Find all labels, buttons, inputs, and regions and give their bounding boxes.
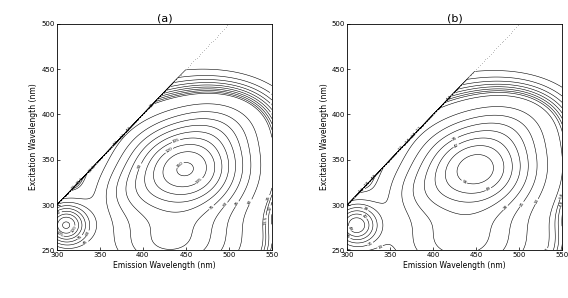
Text: 45: 45 <box>234 201 240 207</box>
Text: 12: 12 <box>71 184 77 190</box>
Text: 42: 42 <box>453 142 460 149</box>
Text: 49: 49 <box>346 226 353 232</box>
Text: 105: 105 <box>172 138 180 144</box>
Text: 2.8: 2.8 <box>364 180 371 188</box>
Text: 7: 7 <box>560 157 565 160</box>
Text: 60: 60 <box>222 201 229 208</box>
Text: 49: 49 <box>485 186 492 192</box>
Text: 6: 6 <box>269 102 274 107</box>
Text: 13.5: 13.5 <box>87 164 96 173</box>
Text: 35: 35 <box>344 234 351 240</box>
Text: 75: 75 <box>77 234 83 240</box>
Text: 1.5: 1.5 <box>119 132 126 139</box>
Text: 1.4: 1.4 <box>404 138 411 145</box>
Text: 28: 28 <box>362 206 369 212</box>
Text: 135: 135 <box>195 177 204 185</box>
Title: (a): (a) <box>157 13 172 23</box>
Text: 10.5: 10.5 <box>76 176 85 186</box>
Text: 56: 56 <box>461 179 467 185</box>
Text: 35: 35 <box>452 136 458 142</box>
Text: 15: 15 <box>266 195 272 201</box>
Text: 30: 30 <box>248 199 253 205</box>
Text: 45: 45 <box>83 240 89 246</box>
Text: 21: 21 <box>367 241 374 247</box>
Text: 60: 60 <box>85 230 91 237</box>
Text: 4.9: 4.9 <box>558 200 564 207</box>
Text: 10.5: 10.5 <box>269 225 274 234</box>
Text: 5.6: 5.6 <box>358 187 366 194</box>
Text: 75: 75 <box>208 204 215 211</box>
Y-axis label: Excitation Wavelength (nm): Excitation Wavelength (nm) <box>30 84 39 190</box>
Text: 2.1: 2.1 <box>416 125 423 133</box>
Text: 7.5: 7.5 <box>112 139 120 146</box>
Text: 90: 90 <box>56 210 62 216</box>
Text: 120: 120 <box>165 147 174 154</box>
Text: 0.7: 0.7 <box>410 131 417 138</box>
Text: 13.5: 13.5 <box>264 216 268 225</box>
Text: 120: 120 <box>70 225 77 234</box>
Title: (b): (b) <box>447 13 463 23</box>
Text: 4.2: 4.2 <box>560 226 565 233</box>
Text: 150: 150 <box>176 161 184 169</box>
Text: 42: 42 <box>361 213 367 220</box>
Text: 15: 15 <box>148 102 155 109</box>
Text: 105: 105 <box>55 231 64 238</box>
Text: 90: 90 <box>137 163 143 170</box>
X-axis label: Emission Wavelength (nm): Emission Wavelength (nm) <box>113 261 216 270</box>
Text: 3: 3 <box>269 91 274 96</box>
Text: 3.5: 3.5 <box>398 144 406 151</box>
Text: 28: 28 <box>503 204 509 211</box>
X-axis label: Emission Wavelength (nm): Emission Wavelength (nm) <box>403 261 506 270</box>
Y-axis label: Excitation Wavelength (nm): Excitation Wavelength (nm) <box>320 84 329 190</box>
Text: 4.5: 4.5 <box>126 125 133 133</box>
Text: 4.9: 4.9 <box>370 173 378 181</box>
Text: 21: 21 <box>519 201 525 207</box>
Text: 5.6: 5.6 <box>558 192 564 200</box>
Text: 4.2: 4.2 <box>445 94 453 102</box>
Text: 14: 14 <box>534 198 540 205</box>
Text: 14: 14 <box>377 244 383 249</box>
Text: 7: 7 <box>545 248 549 252</box>
Text: 9: 9 <box>269 111 274 116</box>
Text: 12: 12 <box>268 205 273 211</box>
